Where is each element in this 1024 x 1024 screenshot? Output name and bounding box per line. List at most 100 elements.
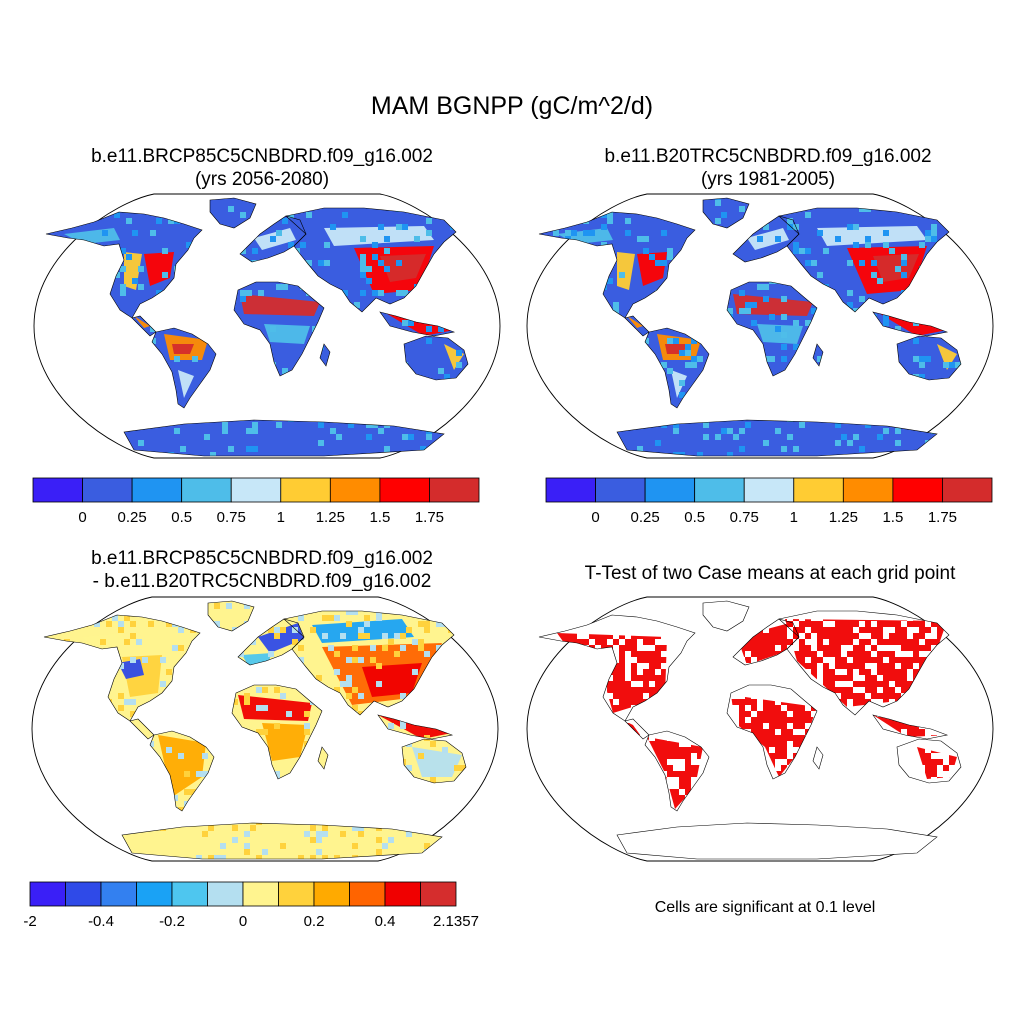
grid-cell [847, 440, 853, 446]
grid-cell [949, 825, 955, 831]
grid-cell [847, 609, 853, 615]
coastline-asia [778, 610, 950, 716]
grid-cell [721, 603, 727, 609]
grid-cell [865, 837, 871, 843]
grid-cell [739, 693, 745, 699]
grid-cell [667, 639, 673, 645]
grid-cell [997, 248, 1003, 254]
grid-cell [502, 693, 508, 699]
grid-cell [757, 855, 763, 859]
continent-ant [617, 420, 937, 456]
grid-cell [739, 657, 745, 663]
grid-cell [366, 434, 372, 440]
grid-cell [733, 831, 739, 837]
grid-cell [310, 825, 316, 831]
grid-cell [673, 765, 679, 771]
grid-cell [462, 416, 468, 422]
grid-cell [859, 825, 865, 831]
grid-cell [931, 236, 937, 242]
grid-cell [124, 639, 130, 645]
grid-cell [931, 230, 937, 236]
grid-cell [565, 837, 571, 843]
grid-cell [124, 615, 130, 621]
grid-cell [94, 855, 100, 859]
continent-green [703, 601, 749, 631]
grid-cell [823, 639, 829, 645]
grid-cell [961, 609, 967, 615]
grid-cell [565, 621, 571, 627]
colorbar-bin [892, 477, 943, 503]
grid-cell [631, 615, 637, 621]
grid-cell [859, 687, 865, 693]
grid-cell [196, 855, 202, 859]
grid-cell [396, 290, 402, 296]
grid-cell [631, 837, 637, 843]
grid-cell [781, 332, 787, 338]
grid-cell [517, 813, 523, 819]
grid-cell [997, 356, 1003, 362]
grid-cell [502, 723, 508, 729]
grid-cell [817, 663, 823, 669]
grid-cell [438, 212, 444, 218]
grid-cell [58, 627, 64, 633]
grid-cell [979, 795, 985, 801]
grid-cell [529, 645, 535, 651]
grid-cell [901, 260, 907, 266]
grid-cell [793, 621, 799, 627]
colorbar-label: -0.2 [159, 913, 185, 930]
grid-cell [114, 272, 120, 278]
grid-cell [649, 627, 655, 633]
colorbar-label: 1.75 [928, 509, 957, 526]
grid-cell [787, 711, 793, 717]
grid-cell [166, 669, 172, 675]
grid-cell [304, 831, 310, 837]
grid-cell [504, 296, 510, 302]
grid-cell [871, 651, 877, 657]
grid-cell [829, 825, 835, 831]
grid-cell [406, 627, 412, 633]
grid-cell [382, 843, 388, 849]
grid-cell [517, 440, 523, 446]
grid-cell [919, 765, 925, 771]
grid-cell [44, 795, 46, 801]
grid-cell [895, 266, 901, 272]
grid-cell [502, 627, 508, 633]
grid-cell [973, 651, 979, 657]
colorbar-bin [207, 881, 244, 907]
grid-cell [703, 434, 709, 440]
grid-cell [256, 687, 262, 693]
coastline-af [726, 684, 818, 780]
grid-cell [799, 729, 805, 735]
grid-cell [919, 741, 925, 747]
grid-cell [310, 855, 316, 859]
grid-cell [811, 615, 817, 621]
grid-cell [949, 765, 955, 771]
grid-cell [811, 645, 817, 651]
grid-cell [625, 621, 631, 627]
grid-cell [691, 356, 697, 362]
grid-cell [456, 362, 462, 368]
grid-cell [76, 609, 82, 615]
field-patch-asia [817, 226, 927, 246]
grid-cell [667, 783, 673, 789]
grid-cell [937, 440, 943, 446]
grid-cell [613, 699, 619, 705]
grid-cell [30, 290, 36, 296]
grid-cell [541, 843, 547, 849]
grid-cell [859, 296, 865, 302]
grid-cell [895, 831, 901, 837]
panel3-title: b.e11.BRCP85C5CNBDRD.f09_g16.002 - b.e11… [12, 547, 512, 593]
grid-cell [871, 639, 877, 645]
grid-cell [547, 248, 553, 254]
grid-cell [174, 356, 180, 362]
grid-cell [448, 615, 454, 621]
grid-cell [478, 855, 484, 861]
grid-cell [823, 825, 829, 831]
grid-cell [751, 855, 757, 859]
grid-cell [547, 404, 553, 410]
grid-cell [502, 729, 508, 735]
grid-cell [637, 645, 643, 651]
grid-cell [432, 212, 438, 218]
grid-cell [270, 326, 276, 332]
grid-cell [697, 452, 703, 456]
